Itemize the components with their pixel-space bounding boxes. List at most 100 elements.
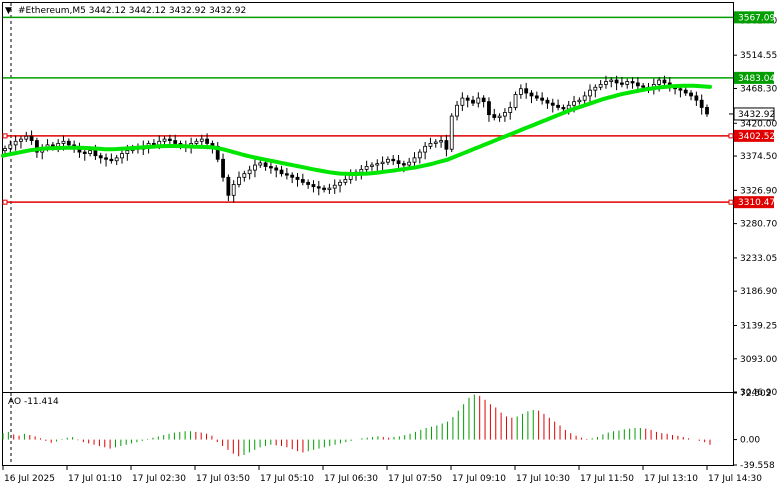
candle-body [524, 88, 529, 94]
ao-label: AO -11.414 [8, 397, 59, 407]
candle-body [29, 135, 34, 141]
candle-body [98, 155, 103, 159]
moving-average-line [1, 83, 712, 176]
candle-body [279, 169, 284, 175]
candle-body [242, 173, 247, 178]
time-tick-label: 17 Jul 14:30 [708, 474, 762, 484]
ao-plot-frame [2, 392, 734, 466]
candle-body [226, 176, 231, 196]
level-price-label: 3402.52 [738, 132, 775, 142]
candle-body [221, 158, 225, 178]
candle-body [35, 140, 39, 153]
candle-body [173, 140, 178, 144]
candle-body [518, 88, 523, 95]
price-tick-label: 3326.90 [740, 186, 777, 196]
candle-body [237, 176, 241, 185]
candle-body [66, 140, 71, 146]
candle-body [417, 151, 422, 159]
candle-body [167, 138, 172, 141]
price-tick-label: 3233.05 [740, 254, 777, 264]
candle-body [396, 160, 401, 165]
ao-histogram [2, 394, 711, 457]
level-price-label: 3483.04 [738, 74, 775, 84]
candle-body [380, 161, 385, 165]
candle-body [56, 143, 61, 147]
candle-body [332, 184, 337, 189]
price-tick-label: 3420.00 [740, 119, 777, 129]
header-arrow: ▼ [5, 6, 12, 16]
price-tick-label: 3139.25 [740, 321, 777, 331]
candle-body [593, 86, 598, 91]
price-tick-label: 3093.00 [740, 355, 777, 365]
candle-body [231, 184, 236, 196]
support-resistance-levels: 3567.09 3483.04 3402.52 3310.47 [2, 11, 775, 209]
price-tick-label: 3046.90 [740, 388, 777, 398]
header-symbol-ohlc: #Ethereum,M5 3442.12 3442.12 3432.92 343… [18, 6, 246, 16]
candle-body [439, 140, 443, 143]
candle-body [125, 150, 130, 154]
time-tick-label: 17 Jul 07:50 [388, 474, 442, 484]
level-price-label: 3567.09 [738, 13, 775, 23]
candle-body [492, 114, 497, 118]
candle-body [503, 112, 507, 117]
time-tick-label: 17 Jul 10:30 [516, 474, 570, 484]
time-tick-label: 17 Jul 02:30 [132, 474, 186, 484]
candle-body [604, 81, 608, 85]
candle-body [364, 166, 369, 170]
candle-body [641, 85, 646, 88]
last-price-box [733, 107, 775, 121]
candle-body [630, 81, 635, 84]
candle-body [465, 97, 470, 101]
time-axis: 16 Jul 2025 17 Jul 01:10 17 Jul 02:30 17 Ju… [2, 466, 762, 484]
price-tick-label: 3280.70 [740, 220, 777, 230]
time-tick-label: 17 Jul 11:50 [580, 474, 634, 484]
candle-body [253, 164, 257, 171]
level-start-marker [2, 133, 8, 139]
candle-body [19, 138, 23, 142]
candle-body [412, 157, 417, 163]
time-tick-label: 17 Jul 03:50 [196, 474, 250, 484]
price-tick-label: 3514.55 [740, 51, 777, 61]
candle-body [449, 115, 454, 150]
candle-body [407, 161, 412, 166]
candle-body [561, 107, 566, 110]
candle-body [247, 169, 252, 175]
candle-body [284, 173, 289, 176]
time-tick-label: 16 Jul 2025 [4, 474, 55, 484]
candle-body [620, 82, 624, 85]
candle-body [370, 164, 374, 167]
candle-body [327, 187, 332, 190]
last-price-tag: 3432.92 [729, 107, 775, 121]
candle-body [678, 88, 683, 91]
candle-body [82, 151, 87, 154]
candle-body [481, 97, 486, 103]
candle-body [614, 79, 619, 84]
level-price-tag [734, 196, 774, 209]
level-price-tag [734, 71, 774, 84]
candle-body [274, 167, 279, 171]
time-tick-label: 17 Jul 13:10 [644, 474, 698, 484]
candle-body [455, 104, 459, 117]
candle-body [694, 95, 699, 101]
candle-body [529, 92, 534, 97]
candle-body [93, 150, 98, 157]
candle-body [3, 148, 7, 152]
candle-body [269, 166, 273, 169]
candle-body [699, 99, 704, 108]
candle-body [263, 162, 268, 167]
candle-body [540, 97, 545, 101]
time-tick-label: 17 Jul 05:10 [260, 474, 314, 484]
candle-body [8, 144, 13, 149]
candle-body [556, 104, 560, 108]
ao-axis: 72.502 0.00 -39.558 [733, 389, 775, 471]
candle-body [391, 158, 396, 162]
candle-body [545, 99, 550, 104]
candle-body [705, 107, 709, 115]
candle-body [508, 107, 513, 113]
candle-body [114, 157, 119, 162]
candle-body [534, 95, 539, 99]
candle-body [343, 179, 348, 183]
candle-body [588, 89, 592, 97]
candle-body [689, 92, 693, 97]
